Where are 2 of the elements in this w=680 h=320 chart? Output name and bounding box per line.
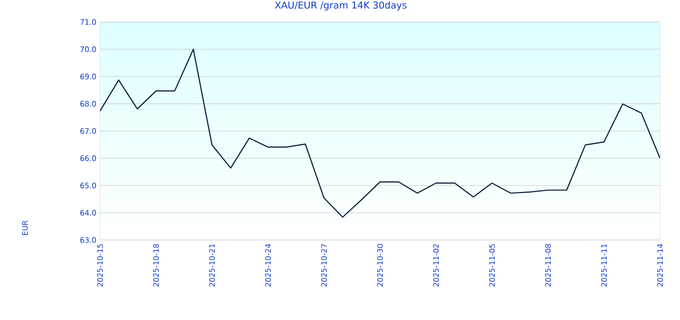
line-series [100,48,660,218]
chart-title: XAU/EUR /gram 14K 30days [274,1,406,11]
